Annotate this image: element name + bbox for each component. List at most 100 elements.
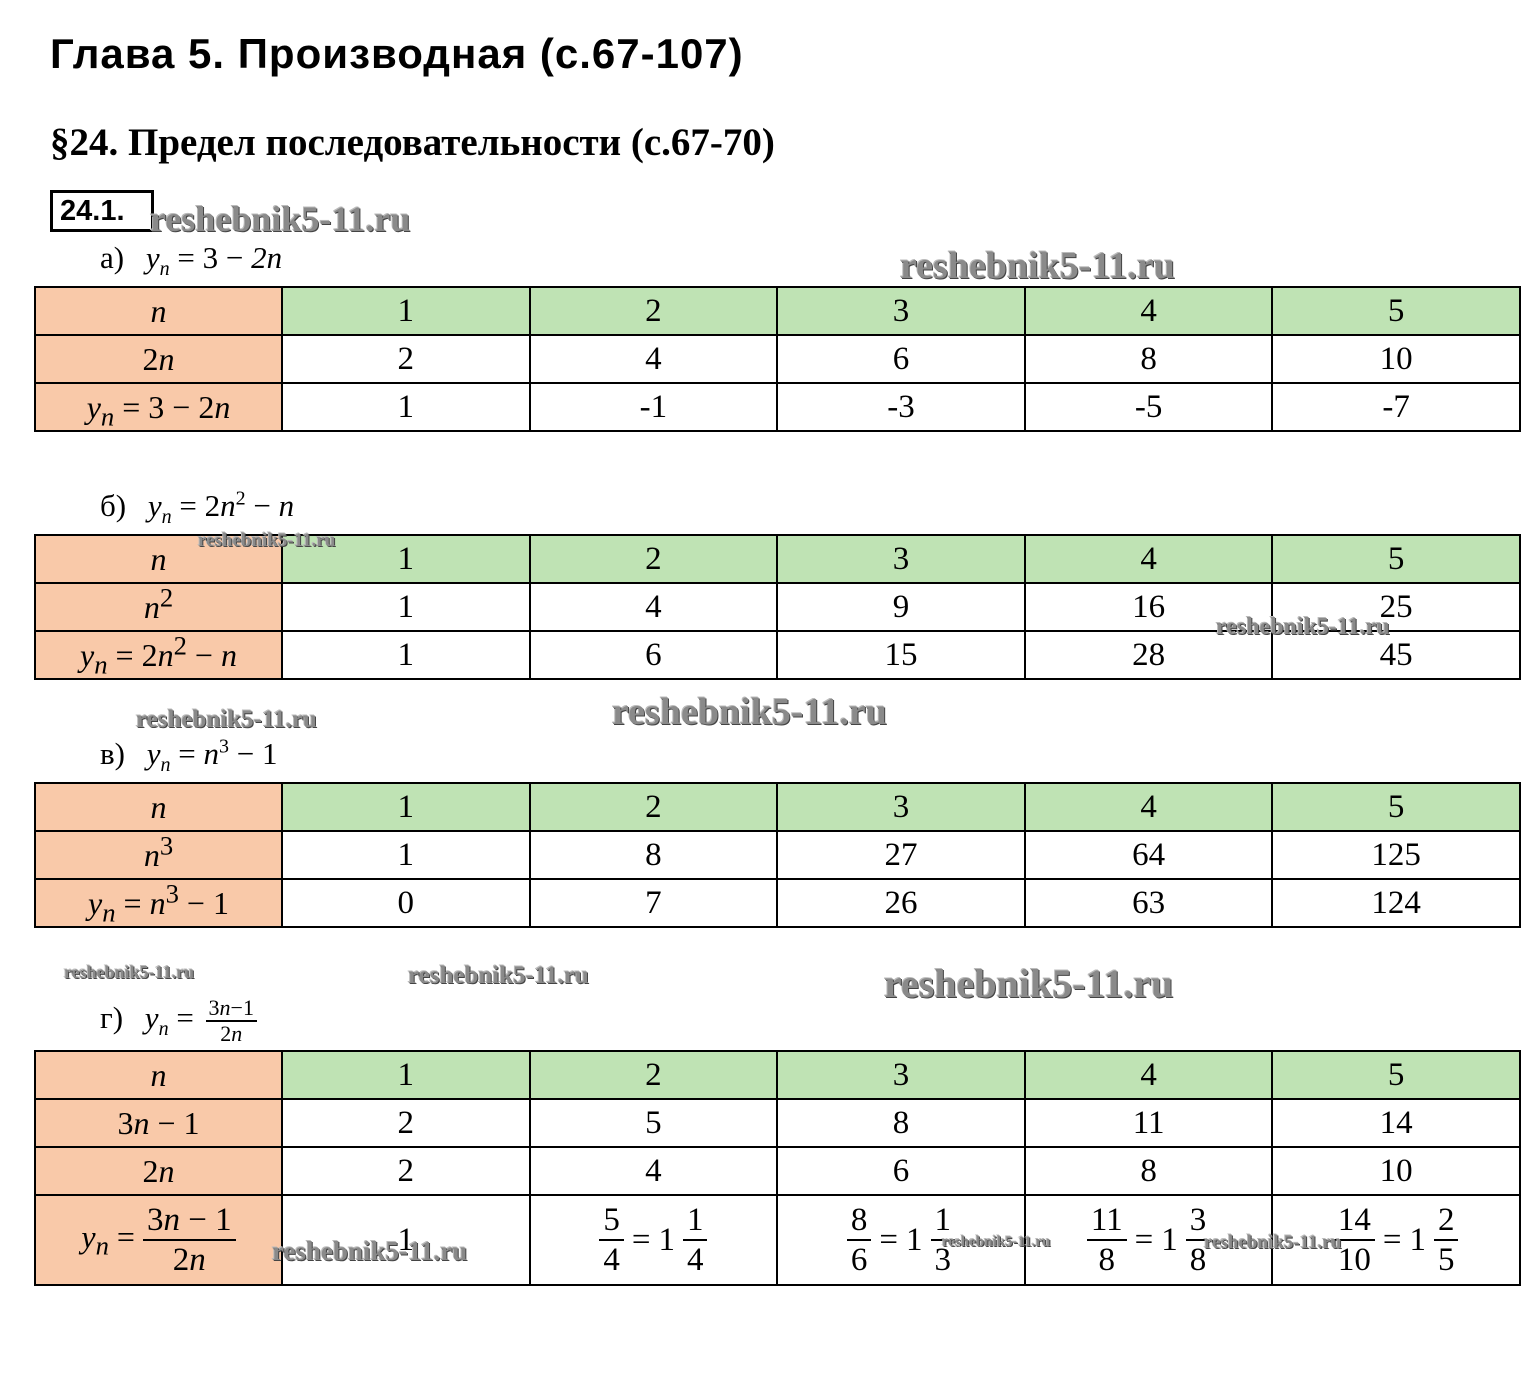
row-header: n	[34, 1050, 283, 1100]
table-row: n 1 2 3 4 5	[34, 1050, 1521, 1100]
row-header: n2	[34, 582, 283, 632]
part-letter: в)	[100, 736, 125, 771]
table-cell: 2	[528, 782, 779, 832]
table-cell: 8	[776, 1098, 1026, 1148]
table-row: n 1 2 3 4 5	[34, 782, 1521, 832]
watermark: reshebnik5-11.ru	[64, 962, 195, 982]
table-cell: 5	[1271, 782, 1521, 832]
table-row: 2n 2 4 6 8 10	[34, 334, 1521, 384]
row-header: 2n	[34, 1146, 283, 1196]
table-cell: 5	[1271, 534, 1521, 584]
part-formula: yn = 2n2 − n	[147, 487, 295, 529]
table-cell: 28	[1023, 630, 1274, 680]
table-cell: 63	[1023, 878, 1274, 928]
table-part-c: n 1 2 3 4 5 n3 1 8 27 64 125 yn = n3 − 1…	[34, 782, 1521, 928]
table-cell: 2	[528, 286, 779, 336]
table-cell: 7	[528, 878, 779, 928]
table-cell: 45	[1271, 630, 1521, 680]
table-cell: -5	[1023, 382, 1274, 432]
table-cell: 8	[1023, 1146, 1274, 1196]
row-header: yn = 2n2 − n	[34, 630, 283, 680]
table-cell: 4	[528, 582, 779, 632]
cell-value: 1	[397, 1221, 415, 1258]
fraction: 3n − 1 2n	[142, 1201, 236, 1279]
table-cell: 3	[776, 782, 1026, 832]
table-cell: 1	[281, 782, 531, 832]
table-row: 3n − 1 2 5 8 11 14	[34, 1098, 1521, 1148]
table-cell: 3	[776, 286, 1026, 336]
table-row: 2n 2 4 6 8 10	[34, 1146, 1521, 1196]
table-cell: 9	[776, 582, 1026, 632]
table-cell: -1	[528, 382, 779, 432]
row-header: n	[34, 534, 283, 584]
table-cell: 125	[1271, 830, 1521, 880]
fraction: 3n−1 2n	[205, 996, 257, 1046]
table-cell: 8	[1023, 334, 1274, 384]
table-cell: 4	[1023, 286, 1274, 336]
row-header: 3n − 1	[34, 1098, 283, 1148]
watermark: reshebnik5-11.ru	[900, 245, 1175, 287]
table-cell: 64	[1023, 830, 1274, 880]
table-cell: 0	[281, 878, 531, 928]
part-formula: yn = 3n−1 2n	[145, 996, 257, 1046]
table-cell: 1	[281, 1050, 531, 1100]
table-cell: 5	[1271, 286, 1521, 336]
part-letter: б)	[100, 488, 127, 523]
row-header: n	[34, 782, 283, 832]
table-cell: 10	[1271, 1146, 1521, 1196]
table-cell: 15	[776, 630, 1026, 680]
table-cell: 4	[1023, 782, 1274, 832]
part-letter: а)	[100, 240, 125, 275]
table-cell: 27	[776, 830, 1026, 880]
table-cell: 2	[528, 1050, 779, 1100]
watermark: reshebnik5-11.ru	[408, 962, 589, 989]
table-cell: 16	[1023, 582, 1274, 632]
table-cell: 2	[281, 1146, 531, 1196]
table-cell: 5	[528, 1098, 779, 1148]
table-part-a: n 1 2 3 4 5 2n 2 4 6 8 10 yn = 3 − 2n 1 …	[34, 286, 1521, 432]
table-row: n3 1 8 27 64 125	[34, 830, 1521, 880]
part-a-label: а) yn = 3 − 2n	[100, 240, 282, 279]
part-letter: г)	[100, 1000, 124, 1036]
table-cell: 25	[1271, 582, 1521, 632]
table-row: yn = n3 − 1 0 7 26 63 124	[34, 878, 1521, 928]
table-cell: 2	[281, 334, 531, 384]
table-row: yn = 2n2 − n 1 6 15 28 45	[34, 630, 1521, 680]
table-cell: 1	[281, 582, 531, 632]
part-c-label: в) yn = n3 − 1	[100, 735, 278, 777]
task-number: 24.1.	[50, 190, 154, 232]
table-cell: 4	[528, 334, 779, 384]
part-formula: yn = n3 − 1	[146, 735, 278, 777]
row-header: 2n	[34, 334, 283, 384]
table-cell: 1	[281, 286, 531, 336]
fraction: 11 8	[1086, 1201, 1127, 1279]
row-header: yn = 3n − 1 2n	[34, 1194, 283, 1286]
table-cell: 3	[776, 1050, 1026, 1100]
table-cell: 1	[281, 382, 531, 432]
table-part-b: n 1 2 3 4 5 n2 1 4 9 16 25 yn = 2n2 − n …	[34, 534, 1521, 680]
row-header: n	[34, 286, 283, 336]
table-cell: 6	[776, 1146, 1026, 1196]
watermark: reshebnik5-11.ru	[150, 199, 411, 239]
row-header: yn = 3 − 2n	[34, 382, 283, 432]
part-b-label: б) yn = 2n2 − n	[100, 487, 295, 529]
table-cell: -7	[1271, 382, 1521, 432]
table-row: yn = 3 − 2n 1 -1 -3 -5 -7	[34, 382, 1521, 432]
row-header: yn = n3 − 1	[34, 878, 283, 928]
table-cell: 1	[281, 534, 531, 584]
section-title: §24. Предел последовательности (с.67-70)	[50, 121, 775, 164]
table-cell: 124	[1271, 878, 1521, 928]
table-row: n2 1 4 9 16 25	[34, 582, 1521, 632]
table-cell: 4	[528, 1146, 779, 1196]
table-cell: 11	[1023, 1098, 1274, 1148]
